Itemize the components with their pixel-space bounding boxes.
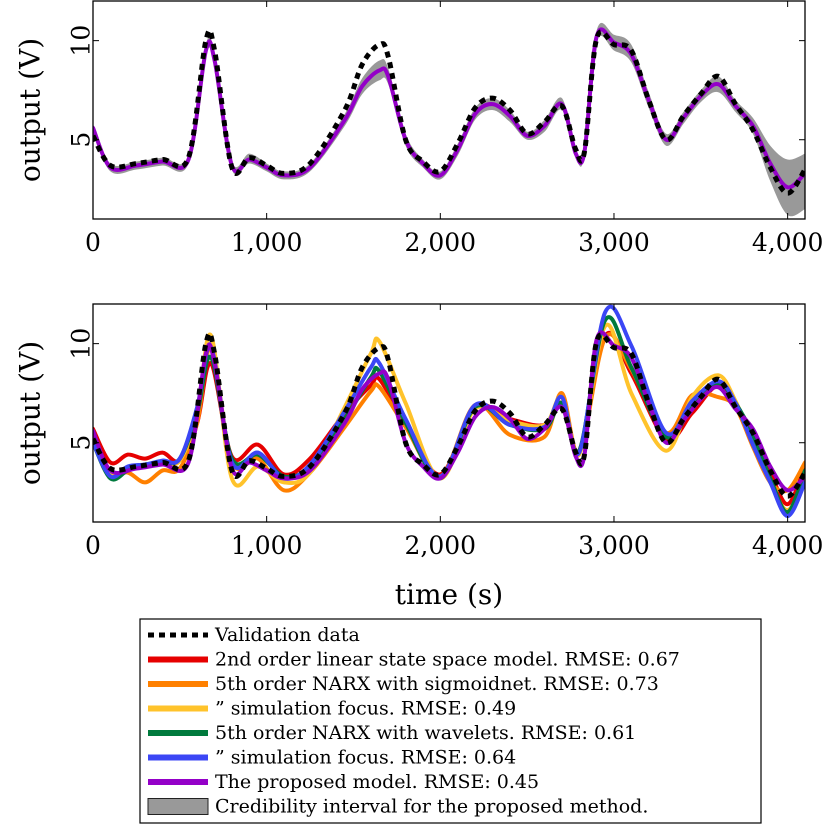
x-tick-label: 2,000 (405, 531, 477, 560)
plot-area (93, 304, 805, 519)
x-tick-label: 4,000 (752, 228, 824, 257)
y-tick-label: 5 (67, 132, 96, 148)
y-tick-label: 10 (67, 328, 96, 360)
x-tick-label: 3,000 (578, 531, 650, 560)
x-tick-label: 1,000 (231, 531, 303, 560)
x-tick-label: 4,000 (752, 531, 824, 560)
legend-label-credibility: Credibility interval for the proposed me… (215, 796, 648, 818)
chart-panel-1: 0 1,000 2,000 3,000 4,000 5 10 output (V) (14, 0, 824, 257)
x-tick-label: 1,000 (231, 228, 303, 257)
x-tick-label: 2,000 (405, 228, 477, 257)
chart-panel-2: 0 1,000 2,000 3,000 4,000 5 10 output (V) time (… (14, 303, 824, 611)
x-tick-label: 0 (85, 531, 101, 560)
legend-label-proposed: The proposed model. RMSE: 0.45 (215, 771, 539, 793)
y-axis-label: output (V) (14, 341, 47, 485)
y-tick-label: 5 (67, 435, 96, 451)
legend-box (139, 618, 762, 824)
x-tick-label: 0 (85, 228, 101, 257)
legend-label-linear_ss: 2nd order linear state space model. RMSE… (215, 649, 680, 671)
plot-frame (92, 303, 806, 523)
plot-area (93, 22, 805, 217)
legend: Validation data 2nd order linear state sp… (139, 618, 762, 824)
legend-label-narx_sig: 5th order NARX with sigmoidnet. RMSE: 0.… (215, 673, 659, 695)
series-line-proposed (93, 27, 805, 190)
plot-frame (92, 0, 806, 220)
series-line-validation (93, 27, 805, 196)
x-tick-label: 3,000 (578, 228, 650, 257)
legend-label-narx_wav_sim: ” simulation focus. RMSE: 0.64 (215, 747, 516, 769)
credibility-band (93, 22, 805, 217)
x-axis-label: time (s) (395, 578, 503, 611)
y-tick-label: 10 (67, 25, 96, 57)
series-line-validation (93, 330, 805, 499)
legend-label-narx_sig_sim: ” simulation focus. RMSE: 0.49 (215, 698, 516, 720)
legend-label-narx_wav: 5th order NARX with wavelets. RMSE: 0.61 (215, 722, 636, 744)
legend-label-validation: Validation data (214, 624, 360, 646)
legend-swatch-credibility (147, 798, 209, 815)
y-axis-label: output (V) (14, 38, 47, 182)
